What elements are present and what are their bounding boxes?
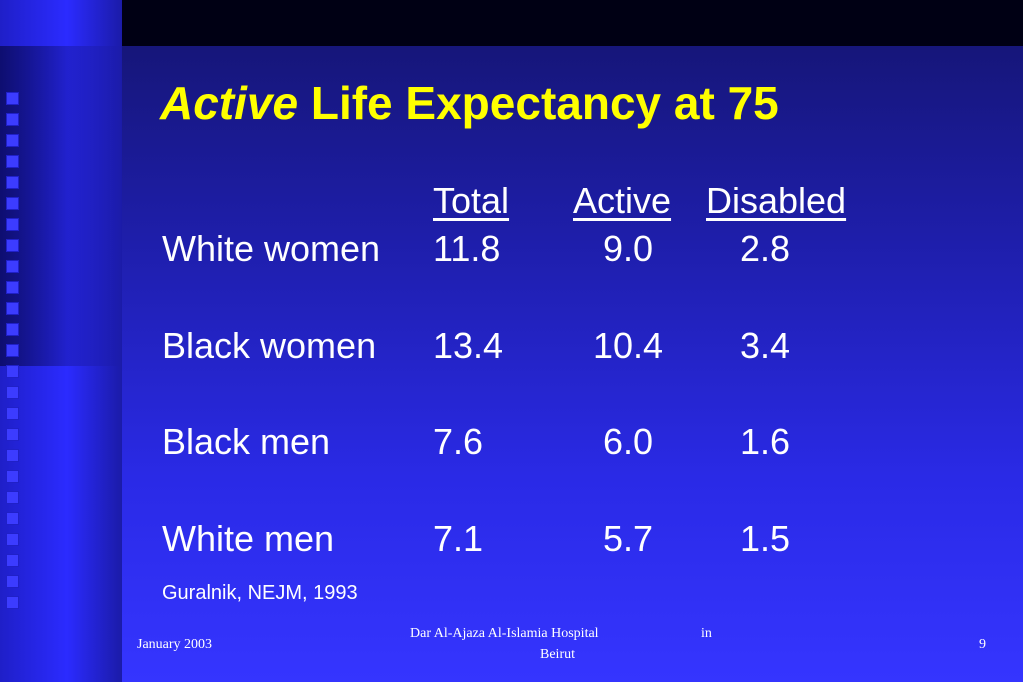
- cell-disabled: 1.5: [740, 518, 791, 559]
- cell-total: 11.8: [433, 228, 501, 269]
- footer-in: in: [701, 626, 712, 641]
- source-citation: Guralnik, NEJM, 1993: [162, 582, 358, 604]
- page-number: 9: [979, 637, 986, 652]
- row-label: White women: [162, 228, 381, 269]
- slide-title: Active Life Expectancy at 75: [160, 76, 779, 130]
- header-active: Active: [573, 180, 672, 221]
- footer-city: Beirut: [540, 647, 575, 662]
- cell-active: 9.0: [603, 228, 654, 269]
- cell-active: 10.4: [593, 325, 664, 366]
- footer-date: January 2003: [137, 637, 213, 652]
- cell-disabled: 3.4: [740, 325, 791, 366]
- cell-active: 5.7: [603, 518, 654, 559]
- left-decor-strip: [0, 0, 122, 682]
- cell-disabled: 2.8: [740, 228, 791, 269]
- title-rest: Life Expectancy at 75: [310, 77, 779, 129]
- top-band: [0, 0, 1023, 46]
- footer-institution: Dar Al-Ajaza Al-Islamia Hospital: [410, 626, 599, 641]
- left-dark-band: [0, 46, 122, 366]
- cell-total: 7.6: [433, 421, 484, 462]
- decor-squares: [6, 92, 20, 617]
- row-label: Black women: [162, 325, 377, 366]
- title-emphasis: Active: [160, 77, 299, 129]
- cell-total: 7.1: [433, 518, 484, 559]
- row-label: Black men: [162, 421, 331, 462]
- header-disabled: Disabled: [706, 180, 847, 221]
- cell-disabled: 1.6: [740, 421, 791, 462]
- cell-total: 13.4: [433, 325, 504, 366]
- cell-active: 6.0: [603, 421, 654, 462]
- header-total: Total: [433, 180, 510, 221]
- row-label: White men: [162, 518, 335, 559]
